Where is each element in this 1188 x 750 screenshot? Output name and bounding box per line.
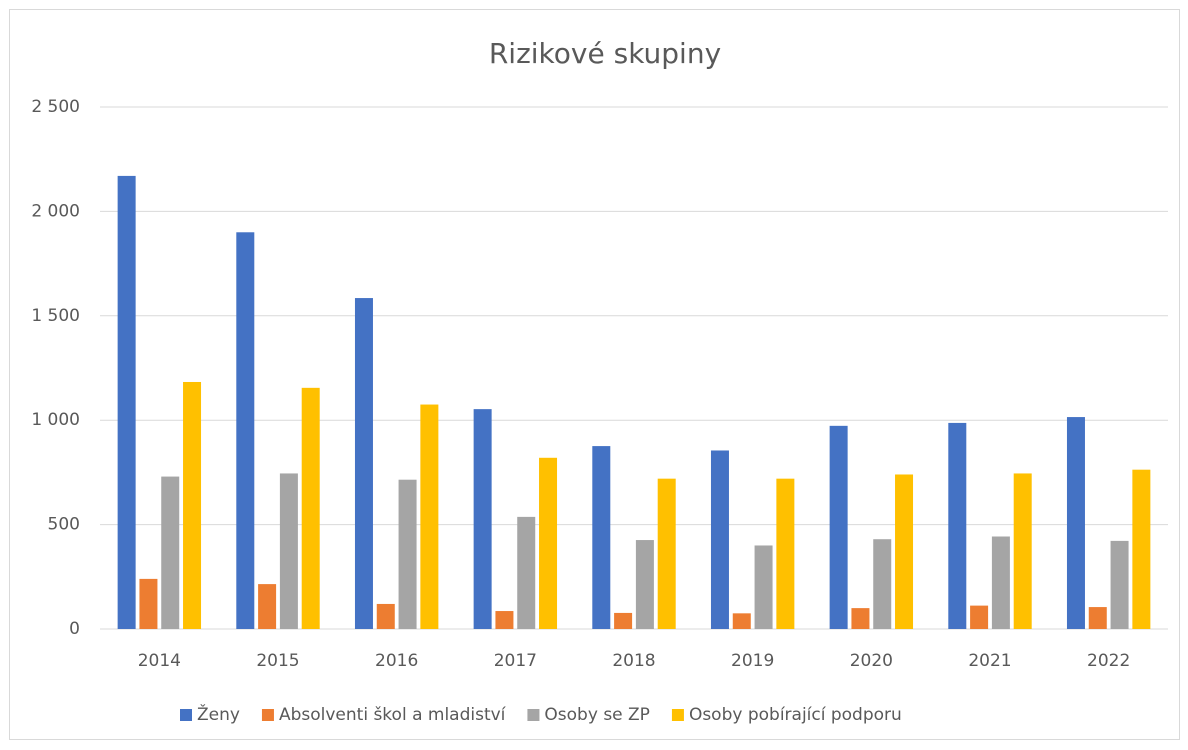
x-tick-label: 2017 <box>494 651 537 671</box>
legend-swatch <box>180 709 192 721</box>
bar <box>1066 417 1085 629</box>
x-tick-label: 2019 <box>731 651 774 671</box>
legend-swatch <box>527 709 540 721</box>
bar <box>117 175 136 630</box>
bar <box>895 474 914 629</box>
bar <box>354 298 373 629</box>
bar <box>776 478 795 629</box>
bar <box>592 446 611 629</box>
bar <box>829 425 848 629</box>
bar <box>539 457 558 629</box>
bar <box>614 612 633 629</box>
y-tick-label: 0 <box>69 619 80 639</box>
bar <box>970 605 989 629</box>
bar <box>657 478 676 629</box>
y-tick-label: 500 <box>48 515 80 535</box>
x-tick-label: 2015 <box>256 651 299 671</box>
legend-swatch <box>671 709 684 721</box>
chart-border <box>9 9 1180 740</box>
y-tick-label: 1 000 <box>31 410 80 430</box>
bar <box>1110 540 1129 629</box>
bar <box>236 232 255 629</box>
legend-swatch <box>261 709 274 721</box>
y-tick-label: 1 500 <box>31 306 80 326</box>
x-tick-label: 2014 <box>138 651 181 671</box>
y-tick-label: 2 000 <box>31 201 80 221</box>
legend-label: Osoby pobírající podporu <box>689 705 902 725</box>
bar <box>473 409 492 629</box>
bar <box>948 422 967 629</box>
bar <box>732 613 751 629</box>
bar <box>1088 607 1107 629</box>
bar <box>754 545 773 629</box>
bar <box>851 608 870 629</box>
bar <box>873 539 892 629</box>
bar <box>635 540 654 629</box>
bar <box>1013 473 1032 629</box>
bar <box>183 381 202 629</box>
bar <box>1132 469 1151 629</box>
bar <box>376 603 395 629</box>
legend-label: Osoby se ZP <box>544 705 650 725</box>
x-tick-label: 2022 <box>1087 651 1130 671</box>
bar <box>398 479 417 629</box>
legend-label: Ženy <box>197 703 240 725</box>
bar <box>258 584 277 629</box>
chart-title: Rizikové skupiny <box>489 37 721 70</box>
y-tick-label: 2 500 <box>31 97 80 117</box>
bar <box>495 611 514 629</box>
bar <box>517 516 536 629</box>
x-tick-label: 2016 <box>375 651 418 671</box>
bar <box>991 536 1010 629</box>
x-tick-label: 2018 <box>612 651 655 671</box>
bar <box>161 476 180 629</box>
bar <box>139 578 158 629</box>
bar <box>279 473 298 629</box>
legend-label: Absolventi škol a mladiství <box>279 705 507 725</box>
bar <box>301 387 320 629</box>
bar <box>710 450 729 629</box>
x-tick-label: 2020 <box>850 651 893 671</box>
x-tick-label: 2021 <box>968 651 1011 671</box>
bar <box>420 404 439 629</box>
